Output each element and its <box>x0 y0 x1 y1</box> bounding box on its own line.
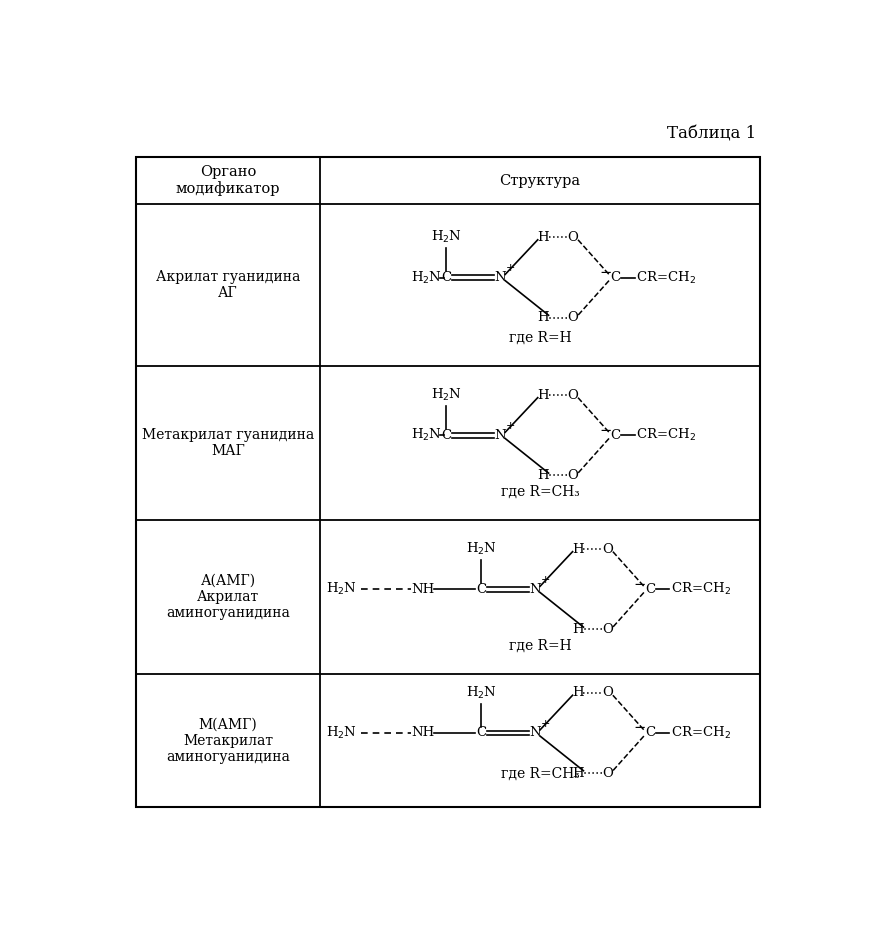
Text: Структура: Структура <box>499 173 581 187</box>
Text: O: O <box>602 543 613 556</box>
Text: H$_2$N: H$_2$N <box>430 229 462 245</box>
Text: Метакрилат гуанидина
МАГ: Метакрилат гуанидина МАГ <box>142 428 314 458</box>
Text: +: + <box>505 263 515 273</box>
Text: C: C <box>610 429 620 442</box>
Text: H: H <box>572 622 584 636</box>
Text: H$_2$N: H$_2$N <box>465 541 497 557</box>
Text: C: C <box>610 272 620 284</box>
Text: CR=CH$_2$: CR=CH$_2$ <box>636 270 696 286</box>
Text: H: H <box>572 766 584 780</box>
Text: −: − <box>634 578 646 592</box>
Text: C: C <box>645 727 655 740</box>
Text: +: + <box>540 575 550 586</box>
Text: где R=H: где R=H <box>509 639 571 653</box>
Text: O: O <box>567 389 578 402</box>
Text: C: C <box>645 583 655 596</box>
Text: где R=CH₃: где R=CH₃ <box>500 484 580 499</box>
Text: H: H <box>572 543 584 556</box>
Text: CR=CH$_2$: CR=CH$_2$ <box>636 428 696 444</box>
Text: H: H <box>537 231 549 244</box>
Text: N: N <box>530 583 541 596</box>
Text: C: C <box>476 727 486 740</box>
Text: +: + <box>505 421 515 431</box>
Text: H: H <box>537 389 549 402</box>
Text: H$_2$N: H$_2$N <box>411 428 443 444</box>
Text: CR=CH$_2$: CR=CH$_2$ <box>671 582 731 598</box>
Text: −: − <box>634 722 646 735</box>
Text: где R=H: где R=H <box>509 330 571 344</box>
Text: C: C <box>476 583 486 596</box>
Text: NH: NH <box>411 583 435 596</box>
Text: А(АМГ)
Акрилат
аминогуанидина: А(АМГ) Акрилат аминогуанидина <box>166 574 290 621</box>
Text: O: O <box>602 622 613 636</box>
Text: N: N <box>530 727 541 740</box>
Text: H$_2$N: H$_2$N <box>430 387 462 403</box>
Text: H$_2$N: H$_2$N <box>327 582 357 598</box>
Text: М(АМГ)
Метакрилат
аминогуанидина: М(АМГ) Метакрилат аминогуанидина <box>166 717 290 763</box>
Text: H$_2$N: H$_2$N <box>411 270 443 286</box>
Text: H: H <box>572 687 584 699</box>
Text: N: N <box>495 272 506 284</box>
Text: H$_2$N: H$_2$N <box>327 725 357 741</box>
Text: Органо
модификатор: Органо модификатор <box>175 165 280 196</box>
Text: H: H <box>537 469 549 482</box>
Text: C: C <box>441 272 451 284</box>
Text: H: H <box>537 311 549 324</box>
Text: C: C <box>441 429 451 442</box>
Text: CR=CH$_2$: CR=CH$_2$ <box>671 725 731 741</box>
Text: H$_2$N: H$_2$N <box>465 685 497 701</box>
Text: −: − <box>599 266 611 280</box>
Text: где R=CH₃: где R=CH₃ <box>500 766 580 780</box>
Text: O: O <box>567 231 578 244</box>
Text: Акрилат гуанидина
АГ: Акрилат гуанидина АГ <box>156 271 300 300</box>
Text: O: O <box>567 311 578 324</box>
Text: O: O <box>602 687 613 699</box>
Text: O: O <box>602 766 613 780</box>
Text: −: − <box>599 424 611 438</box>
Text: O: O <box>567 469 578 482</box>
Text: Таблица 1: Таблица 1 <box>667 126 756 143</box>
Bar <box>136 157 760 807</box>
Text: NH: NH <box>411 727 435 740</box>
Text: N: N <box>495 429 506 442</box>
Text: +: + <box>540 719 550 728</box>
